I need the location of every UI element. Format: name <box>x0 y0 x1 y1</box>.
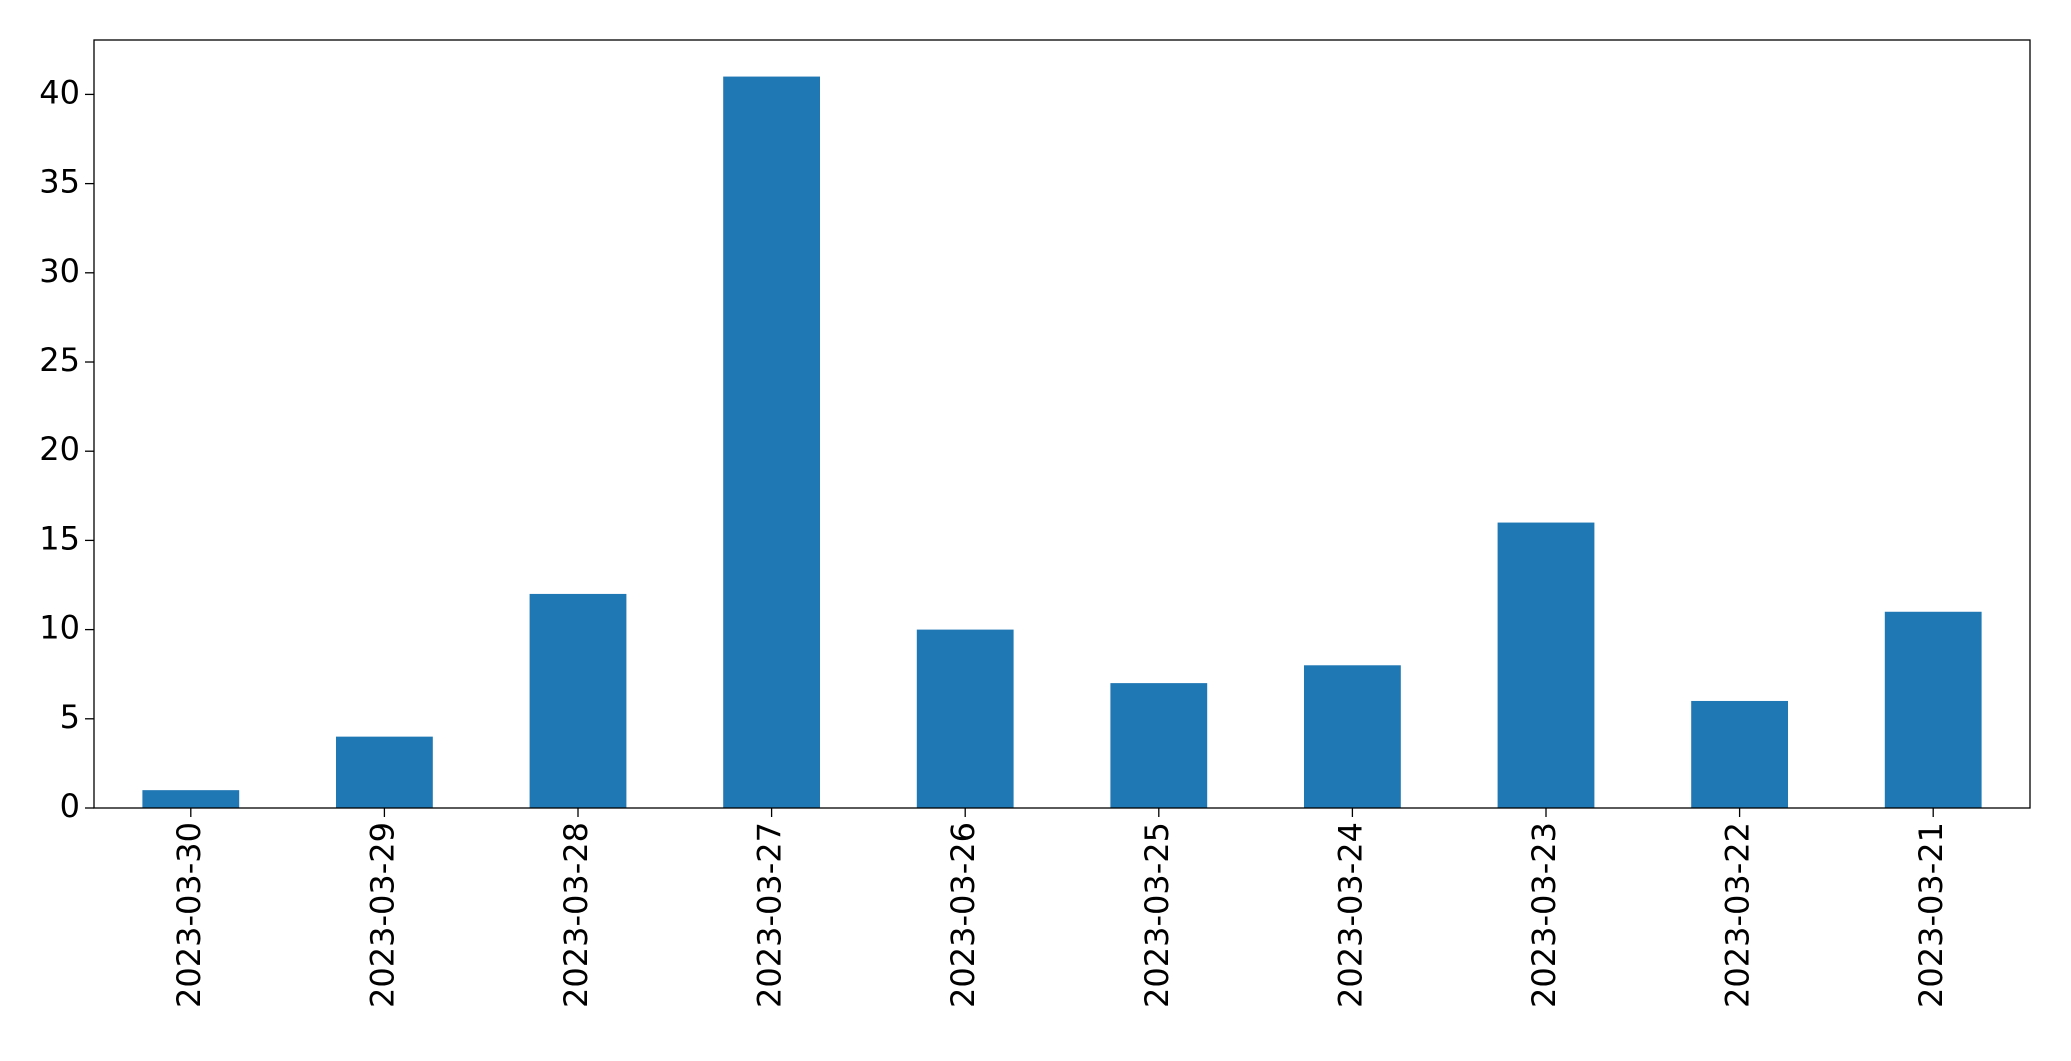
x-tick-label: 2023-03-26 <box>944 822 982 1008</box>
bar <box>336 736 433 808</box>
y-tick-label: 15 <box>39 519 80 557</box>
bar <box>1884 611 1982 808</box>
bar <box>1110 683 1208 808</box>
x-tick-label: 2023-03-23 <box>1525 822 1563 1008</box>
bar <box>142 790 240 808</box>
x-tick-label: 2023-03-30 <box>170 822 208 1008</box>
y-tick-label: 0 <box>60 787 80 825</box>
x-tick-label: 2023-03-29 <box>363 822 401 1008</box>
y-tick-label: 25 <box>39 341 80 379</box>
bar <box>529 593 627 808</box>
x-tick-label: 2023-03-21 <box>1912 822 1950 1008</box>
y-tick-label: 30 <box>39 252 80 290</box>
y-tick-label: 10 <box>39 609 80 647</box>
x-tick-label: 2023-03-24 <box>1331 822 1369 1008</box>
bar <box>1691 700 1788 808</box>
bar <box>1497 522 1595 808</box>
bar <box>916 629 1014 808</box>
bar <box>723 76 820 809</box>
x-tick-label: 2023-03-27 <box>751 822 789 1008</box>
x-tick-label: 2023-03-25 <box>1138 822 1176 1008</box>
x-tick-label: 2023-03-28 <box>557 822 595 1008</box>
y-tick-label: 5 <box>60 698 80 736</box>
y-tick-label: 40 <box>39 73 80 111</box>
x-tick-label: 2023-03-22 <box>1719 822 1757 1008</box>
bar <box>1304 665 1401 808</box>
y-tick-label: 35 <box>39 163 80 201</box>
plot-frame <box>93 39 2031 809</box>
y-tick-label: 20 <box>39 430 80 468</box>
